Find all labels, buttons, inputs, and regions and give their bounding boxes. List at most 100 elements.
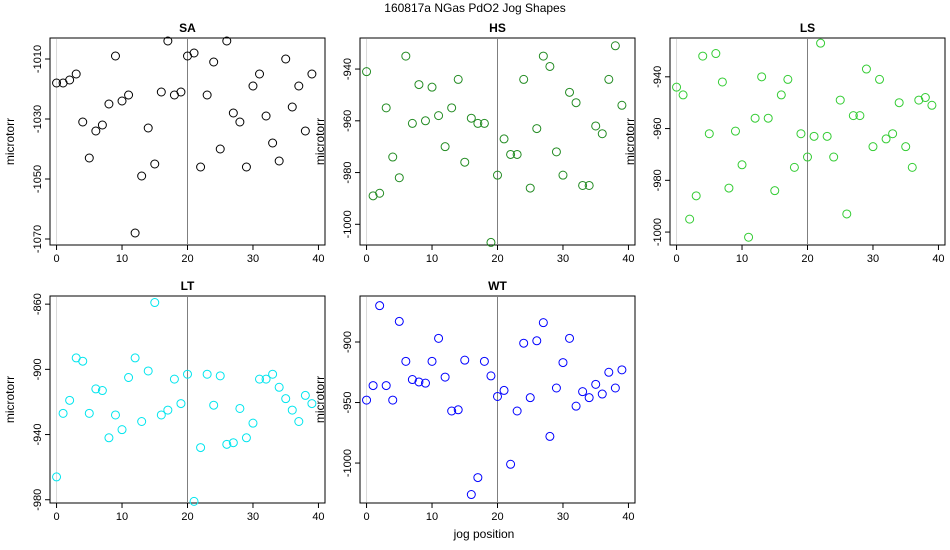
x-tick-label: 0 bbox=[53, 253, 59, 265]
data-point bbox=[407, 375, 417, 385]
data-point bbox=[58, 408, 68, 418]
data-point bbox=[368, 381, 378, 391]
data-point bbox=[176, 87, 186, 97]
data-point bbox=[84, 408, 94, 418]
data-point bbox=[261, 111, 271, 121]
data-point bbox=[110, 51, 120, 61]
data-point bbox=[927, 100, 937, 110]
panel-wt: WT microtorr 0 10 20 30 40 -900 -950 -1000 bbox=[313, 279, 636, 523]
panel-title: HS bbox=[489, 21, 506, 35]
y-axis-label: microtorr bbox=[3, 118, 17, 165]
data-point bbox=[209, 57, 219, 67]
data-point bbox=[907, 162, 917, 172]
data-point bbox=[558, 170, 568, 180]
data-point bbox=[558, 358, 568, 368]
y-axis-label: microtorr bbox=[3, 376, 17, 423]
data-point bbox=[65, 75, 75, 85]
data-point bbox=[274, 156, 284, 166]
x-tick-label: 40 bbox=[622, 253, 634, 265]
data-point bbox=[375, 301, 385, 311]
y-tick-label: -980 bbox=[32, 489, 44, 511]
x-tick-label: 20 bbox=[491, 511, 503, 523]
data-point bbox=[466, 490, 476, 500]
data-point bbox=[512, 149, 522, 159]
data-point bbox=[407, 118, 417, 128]
data-point bbox=[434, 333, 444, 343]
data-point bbox=[394, 173, 404, 183]
data-point bbox=[362, 67, 372, 77]
data-point bbox=[368, 191, 378, 201]
data-point bbox=[287, 102, 297, 112]
data-point bbox=[150, 159, 160, 169]
x-tick-label: 40 bbox=[312, 253, 324, 265]
data-point bbox=[137, 417, 147, 427]
data-point bbox=[434, 111, 444, 121]
data-point bbox=[241, 162, 251, 172]
y-axis-label: microtorr bbox=[623, 118, 637, 165]
data-point bbox=[717, 77, 727, 87]
y-tick-label: -960 bbox=[652, 118, 664, 140]
x-tick-label: 40 bbox=[932, 253, 944, 265]
data-point bbox=[447, 406, 457, 416]
data-point bbox=[420, 378, 430, 388]
data-point bbox=[578, 387, 588, 397]
data-point bbox=[78, 356, 88, 366]
data-point bbox=[137, 171, 147, 181]
panel-sa: SA microtorr 0 10 20 30 40 -1010 -1030 -1050 -1070 bbox=[3, 21, 326, 265]
data-point bbox=[222, 36, 232, 46]
y-tick-label: -900 bbox=[342, 331, 354, 353]
data-point bbox=[610, 383, 620, 393]
data-point bbox=[84, 153, 94, 163]
data-point bbox=[248, 418, 258, 428]
x-tick-label: 40 bbox=[622, 511, 634, 523]
data-point bbox=[104, 99, 114, 109]
data-point bbox=[584, 393, 594, 403]
data-point bbox=[202, 90, 212, 100]
data-point bbox=[447, 103, 457, 113]
x-tick-label: 0 bbox=[363, 253, 369, 265]
data-point bbox=[532, 124, 542, 134]
data-point bbox=[816, 38, 826, 48]
data-point bbox=[65, 395, 75, 405]
data-point bbox=[414, 80, 424, 90]
data-point bbox=[519, 338, 529, 348]
data-point bbox=[274, 382, 284, 392]
data-point bbox=[499, 385, 509, 395]
x-tick-label: 20 bbox=[491, 253, 503, 265]
data-point bbox=[71, 69, 81, 79]
data-point bbox=[617, 100, 627, 110]
data-point bbox=[473, 473, 483, 483]
data-point bbox=[545, 61, 555, 71]
data-point bbox=[822, 131, 832, 141]
data-point bbox=[610, 41, 620, 51]
data-point bbox=[803, 152, 812, 162]
panel-title: WT bbox=[488, 279, 507, 293]
data-point bbox=[130, 228, 140, 238]
data-point bbox=[789, 162, 799, 172]
data-point bbox=[91, 126, 101, 136]
data-point bbox=[672, 82, 682, 92]
data-point bbox=[894, 98, 904, 108]
data-point bbox=[235, 403, 245, 413]
data-point bbox=[571, 98, 581, 108]
data-point bbox=[486, 237, 496, 247]
data-point bbox=[532, 336, 542, 346]
data-point bbox=[565, 87, 575, 97]
data-point bbox=[156, 87, 166, 97]
y-tick-label: -1010 bbox=[32, 45, 44, 73]
data-point bbox=[362, 395, 372, 405]
data-point bbox=[920, 93, 930, 103]
data-point bbox=[460, 355, 470, 365]
data-point bbox=[394, 316, 404, 326]
data-point bbox=[809, 131, 819, 141]
data-point bbox=[169, 374, 179, 384]
x-tick-label: 30 bbox=[867, 253, 879, 265]
data-point bbox=[691, 191, 701, 201]
data-point bbox=[124, 372, 134, 382]
data-point bbox=[512, 406, 522, 416]
data-point bbox=[427, 82, 437, 92]
data-point bbox=[414, 377, 424, 387]
data-point bbox=[914, 95, 924, 105]
x-tick-label: 10 bbox=[116, 253, 128, 265]
